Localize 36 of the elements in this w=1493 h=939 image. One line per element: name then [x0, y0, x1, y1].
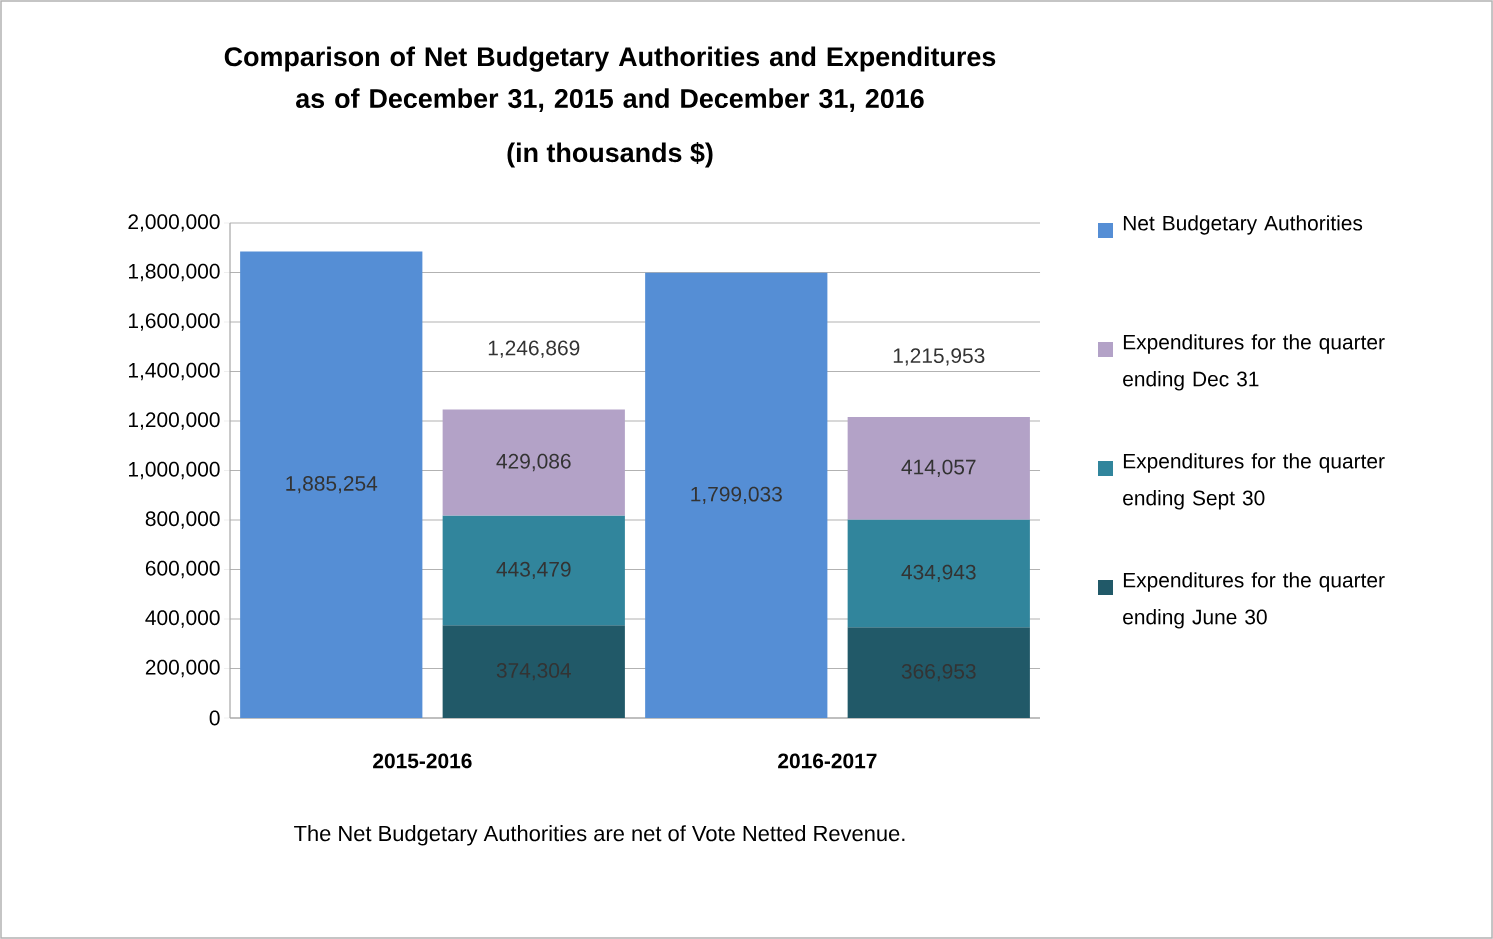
y-tick-label: 200,000 — [145, 659, 220, 678]
data-label: 443,479 — [496, 561, 571, 580]
bar — [847, 519, 1030, 628]
data-label: 429,086 — [496, 453, 571, 472]
chart-subtitle: (in thousands $) — [507, 142, 713, 168]
x-tick-label: 2015-2016 — [373, 753, 472, 769]
total-label: 1,246,869 — [488, 340, 580, 358]
legend-label: Expenditures for the quarter ending Dec 31 — [1123, 334, 1385, 391]
y-tick-label: 1,800,000 — [129, 263, 220, 282]
legend-label: Expenditures for the quarter ending June 30 — [1123, 572, 1385, 629]
legend-label: Expenditures for the quarter ending Sept 30 — [1123, 453, 1385, 510]
chart-title: Comparison of Net Budgetary Authorities and Expenditures as of December 31, 2015 and December 31, 2016 — [224, 46, 996, 113]
y-tick-label: 1,400,000 — [129, 362, 220, 381]
data-label: 414,057 — [901, 459, 976, 477]
total-label: 1,215,953 — [893, 348, 985, 366]
bar — [645, 272, 828, 718]
y-tick-label: 600,000 — [145, 560, 220, 579]
bar — [442, 625, 625, 718]
y-tick-label: 2,000,000 — [128, 214, 220, 232]
legend-label: Net Budgetary Authorities — [1123, 215, 1363, 235]
data-label: 1,799,033 — [691, 486, 782, 504]
y-tick-label: 1,000,000 — [129, 461, 220, 480]
bar — [240, 251, 423, 718]
x-tick-label: 2016-2017 — [778, 753, 877, 769]
bar — [442, 515, 625, 626]
y-tick-label: 1,600,000 — [129, 313, 220, 331]
bar — [847, 417, 1030, 520]
data-label: 1,885,254 — [286, 476, 378, 494]
bar — [847, 627, 1030, 718]
y-tick-label: 800,000 — [145, 511, 220, 529]
y-tick-label: 400,000 — [145, 610, 220, 628]
text: The Net Budgetary Authorities are net of Vote Netted Revenue. — [294, 825, 905, 846]
data-label: 434,943 — [901, 564, 976, 582]
bar — [442, 409, 625, 516]
y-tick-label: 0 — [209, 710, 220, 726]
y-tick-label: 1,200,000 — [129, 412, 220, 430]
